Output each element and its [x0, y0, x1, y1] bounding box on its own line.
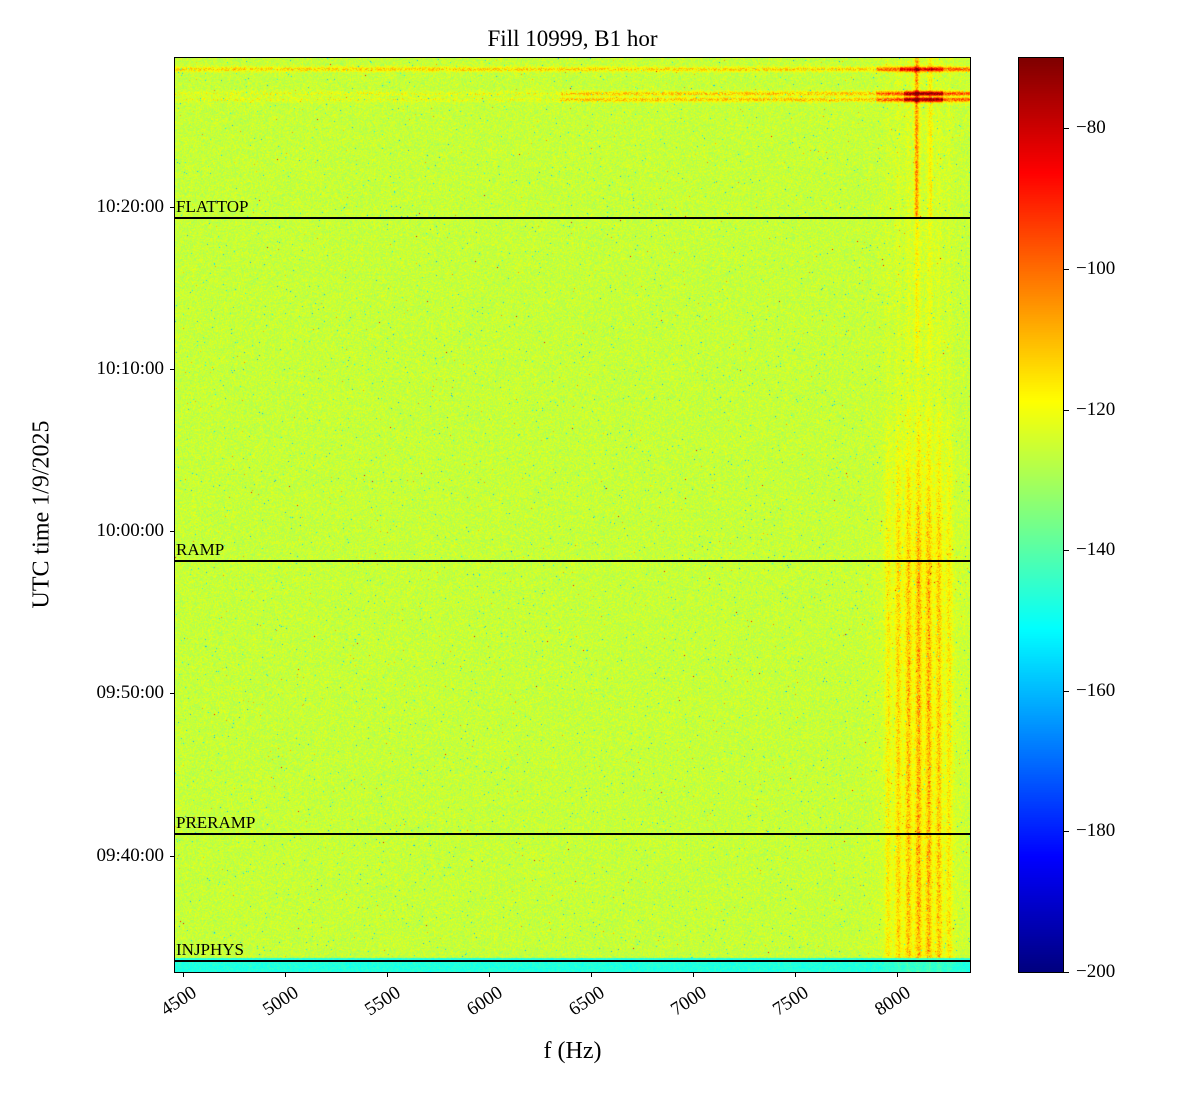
x-tick-label: 6500 — [565, 982, 609, 1021]
colorbar-tick-label: −200 — [1076, 961, 1115, 983]
colorbar-tick-mark — [1064, 410, 1069, 411]
colorbar-tick-label: −120 — [1076, 399, 1115, 421]
colorbar-tick-mark — [1064, 128, 1069, 129]
phase-label-injphys: INJPHYS — [176, 941, 244, 959]
colorbar-tick-label: −100 — [1076, 258, 1115, 280]
x-tick-mark — [387, 972, 388, 977]
colorbar-tick-mark — [1064, 550, 1069, 551]
y-tick-mark — [170, 693, 175, 694]
x-axis-label: f (Hz) — [175, 1038, 970, 1065]
y-tick-label: 09:40:00 — [0, 845, 164, 867]
y-tick-label: 10:00:00 — [0, 520, 164, 542]
y-tick-mark — [170, 856, 175, 857]
x-tick-mark — [897, 972, 898, 977]
phase-label-preramp: PRERAMP — [176, 814, 255, 832]
phase-line-ramp — [175, 560, 970, 562]
colorbar-gradient-canvas — [1019, 58, 1063, 972]
x-tick-mark — [285, 972, 286, 977]
y-tick-mark — [170, 369, 175, 370]
x-tick-label: 4500 — [157, 982, 201, 1021]
spectrogram-figure: Fill 10999, B1 hor UTC time 1/9/2025 INJ… — [0, 0, 1200, 1100]
x-tick-mark — [183, 972, 184, 977]
x-tick-mark — [693, 972, 694, 977]
colorbar-tick-label: −160 — [1076, 680, 1115, 702]
y-tick-label: 10:10:00 — [0, 358, 164, 380]
x-tick-label: 5000 — [259, 982, 303, 1021]
plot-area: INJPHYS PRERAMP RAMP FLATTOP — [174, 57, 971, 973]
colorbar-tick-mark — [1064, 269, 1069, 270]
colorbar-tick-label: −180 — [1076, 820, 1115, 842]
x-tick-label: 7000 — [667, 982, 711, 1021]
x-tick-label: 7500 — [769, 982, 813, 1021]
x-tick-mark — [489, 972, 490, 977]
phase-line-flattop — [175, 217, 970, 219]
y-tick-label: 09:50:00 — [0, 682, 164, 704]
x-tick-label: 6000 — [463, 982, 507, 1021]
colorbar — [1018, 57, 1064, 973]
y-tick-mark — [170, 207, 175, 208]
colorbar-tick-mark — [1064, 691, 1069, 692]
chart-title: Fill 10999, B1 hor — [175, 26, 970, 52]
colorbar-tick-mark — [1064, 831, 1069, 832]
x-tick-mark — [591, 972, 592, 977]
x-tick-mark — [795, 972, 796, 977]
y-tick-label: 10:20:00 — [0, 196, 164, 218]
colorbar-tick-label: −140 — [1076, 539, 1115, 561]
y-tick-mark — [170, 531, 175, 532]
phase-line-injphys — [175, 960, 970, 962]
phase-label-ramp: RAMP — [176, 541, 224, 559]
colorbar-tick-label: −80 — [1076, 117, 1106, 139]
phase-label-flattop: FLATTOP — [176, 198, 248, 216]
x-tick-label: 5500 — [361, 982, 405, 1021]
phase-line-preramp — [175, 833, 970, 835]
colorbar-tick-mark — [1064, 972, 1069, 973]
x-tick-label: 8000 — [871, 982, 915, 1021]
